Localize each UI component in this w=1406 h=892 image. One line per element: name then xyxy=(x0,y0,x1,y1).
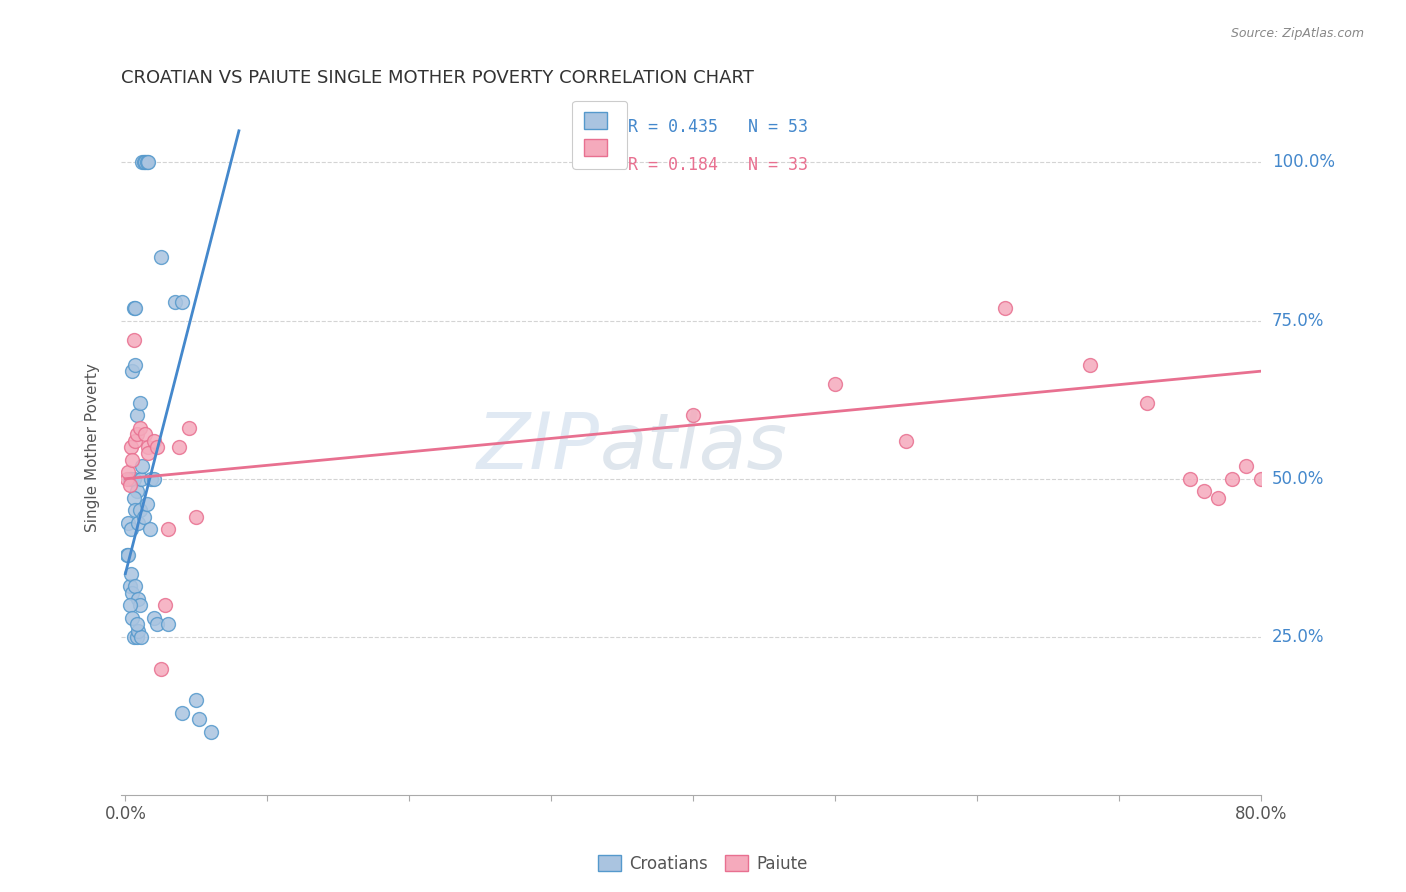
Point xyxy=(149,661,172,675)
Point xyxy=(169,440,191,454)
Point xyxy=(115,472,138,486)
Point xyxy=(120,566,142,581)
Point xyxy=(128,599,150,613)
Point xyxy=(118,478,141,492)
Point xyxy=(1136,396,1159,410)
Point xyxy=(125,630,148,644)
Point xyxy=(122,491,145,505)
Point xyxy=(124,434,146,448)
Text: atlas: atlas xyxy=(600,409,787,485)
Point xyxy=(127,591,149,606)
Point xyxy=(117,466,139,480)
Point xyxy=(118,472,141,486)
Point xyxy=(135,155,157,169)
Point xyxy=(122,630,145,644)
Point xyxy=(139,472,162,486)
Point xyxy=(156,522,179,536)
Point xyxy=(132,155,155,169)
Point xyxy=(153,599,176,613)
Point xyxy=(142,611,165,625)
Point xyxy=(134,427,156,442)
Point xyxy=(120,440,142,454)
Point xyxy=(186,693,208,707)
Point xyxy=(115,548,138,562)
Legend: , : , xyxy=(572,101,627,169)
Point xyxy=(136,440,159,454)
Point xyxy=(172,294,194,309)
Point xyxy=(120,472,142,486)
Point xyxy=(142,472,165,486)
Point xyxy=(118,599,141,613)
Point xyxy=(121,452,143,467)
Point xyxy=(1192,484,1215,499)
Point xyxy=(138,522,160,536)
Point xyxy=(122,472,145,486)
Point xyxy=(129,630,152,644)
Point xyxy=(136,446,159,460)
Y-axis label: Single Mother Poverty: Single Mother Poverty xyxy=(86,363,100,532)
Point xyxy=(124,579,146,593)
Point xyxy=(145,440,167,454)
Text: 75.0%: 75.0% xyxy=(1272,311,1324,330)
Point xyxy=(129,472,152,486)
Point xyxy=(1250,472,1272,486)
Point xyxy=(134,155,156,169)
Point xyxy=(117,548,139,562)
Point xyxy=(156,617,179,632)
Point xyxy=(121,364,143,378)
Point xyxy=(1236,459,1258,474)
Point xyxy=(118,579,141,593)
Point xyxy=(124,301,146,315)
Point xyxy=(142,434,165,448)
Point xyxy=(125,617,148,632)
Point xyxy=(824,376,846,391)
Point xyxy=(149,250,172,264)
Point xyxy=(1178,472,1201,486)
Text: 25.0%: 25.0% xyxy=(1272,628,1324,646)
Point xyxy=(1220,472,1243,486)
Point xyxy=(165,294,187,309)
Point xyxy=(1080,358,1102,372)
Point xyxy=(994,301,1017,315)
Point xyxy=(117,516,139,530)
Point xyxy=(127,624,149,638)
Point xyxy=(145,617,167,632)
Text: 100.0%: 100.0% xyxy=(1272,153,1334,171)
Point xyxy=(121,585,143,599)
Point xyxy=(131,155,153,169)
Point xyxy=(135,497,157,511)
Point xyxy=(186,509,208,524)
Point xyxy=(128,503,150,517)
Text: CROATIAN VS PAIUTE SINGLE MOTHER POVERTY CORRELATION CHART: CROATIAN VS PAIUTE SINGLE MOTHER POVERTY… xyxy=(121,69,754,87)
Text: R = 0.184   N = 33: R = 0.184 N = 33 xyxy=(628,156,808,174)
Point xyxy=(131,459,153,474)
Point xyxy=(128,421,150,435)
Point xyxy=(172,706,194,720)
Text: Source: ZipAtlas.com: Source: ZipAtlas.com xyxy=(1230,27,1364,40)
Point xyxy=(122,301,145,315)
Text: 50.0%: 50.0% xyxy=(1272,470,1324,488)
Point xyxy=(122,333,145,347)
Point xyxy=(124,503,146,517)
Point xyxy=(200,724,222,739)
Point xyxy=(188,712,211,726)
Point xyxy=(136,155,159,169)
Point xyxy=(179,421,201,435)
Point xyxy=(125,484,148,499)
Point xyxy=(121,611,143,625)
Point xyxy=(127,516,149,530)
Point xyxy=(894,434,917,448)
Point xyxy=(120,522,142,536)
Point xyxy=(125,409,148,423)
Text: R = 0.435   N = 53: R = 0.435 N = 53 xyxy=(628,118,808,136)
Legend: Croatians, Paiute: Croatians, Paiute xyxy=(592,848,814,880)
Point xyxy=(132,509,155,524)
Point xyxy=(125,427,148,442)
Point xyxy=(128,396,150,410)
Point xyxy=(124,358,146,372)
Point xyxy=(682,409,704,423)
Point xyxy=(1206,491,1229,505)
Text: ZIP: ZIP xyxy=(477,409,600,485)
